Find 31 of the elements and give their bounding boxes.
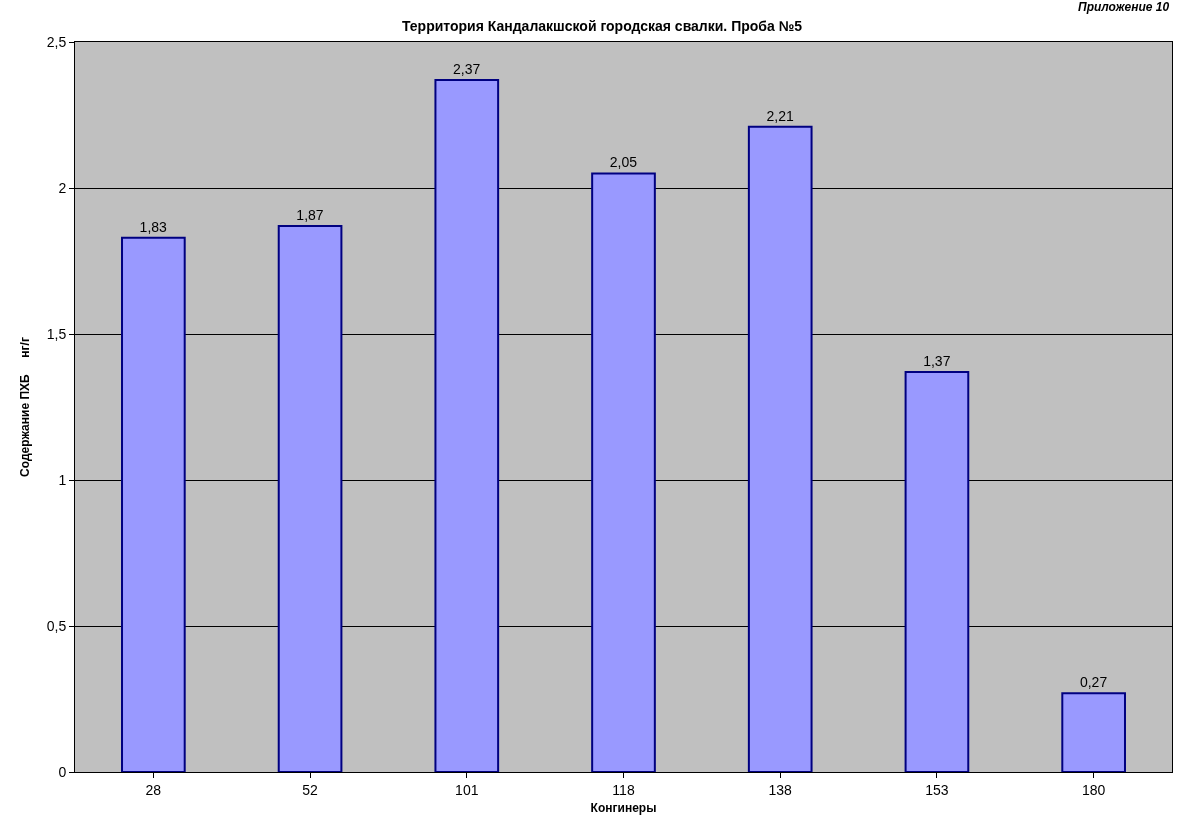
bar [747,125,813,772]
data-label: 2,21 [766,107,794,124]
bar [1061,692,1126,772]
x-tick-label: 118 [612,781,635,798]
x-axis-title: Конгинеры [590,800,657,815]
bar [591,172,656,772]
bar [434,78,500,772]
y-tick-label: 2,5 [46,33,67,50]
x-tick-label: 28 [145,781,162,798]
data-label: 2,05 [609,154,638,171]
data-label: 2,37 [453,60,481,77]
bar [121,236,186,772]
bar [904,370,970,772]
data-label: 0,27 [1079,674,1108,691]
y-axis-title: Содержание ПХБ нг/г [18,337,33,477]
data-label: 1,83 [139,218,168,235]
y-tick-label: 1,5 [46,325,67,342]
x-tick-label: 101 [455,781,479,798]
data-label: 1,87 [296,206,324,223]
x-tick-label: 52 [302,781,319,798]
y-tick-label: 1 [58,471,67,488]
chart-title: Территория Кандалакшской городская свалки. Проба №5 [401,17,803,34]
y-tick-label: 0,5 [46,617,67,634]
bar [277,224,343,772]
x-tick-label: 180 [1081,781,1106,798]
y-tick-label: 0 [58,763,67,780]
data-label: 1,37 [923,352,951,369]
y-tick-label: 2 [58,179,67,196]
x-tick-label: 153 [925,781,949,798]
text: Приложение 10 [1078,0,1170,14]
x-tick-label: 138 [768,781,793,798]
